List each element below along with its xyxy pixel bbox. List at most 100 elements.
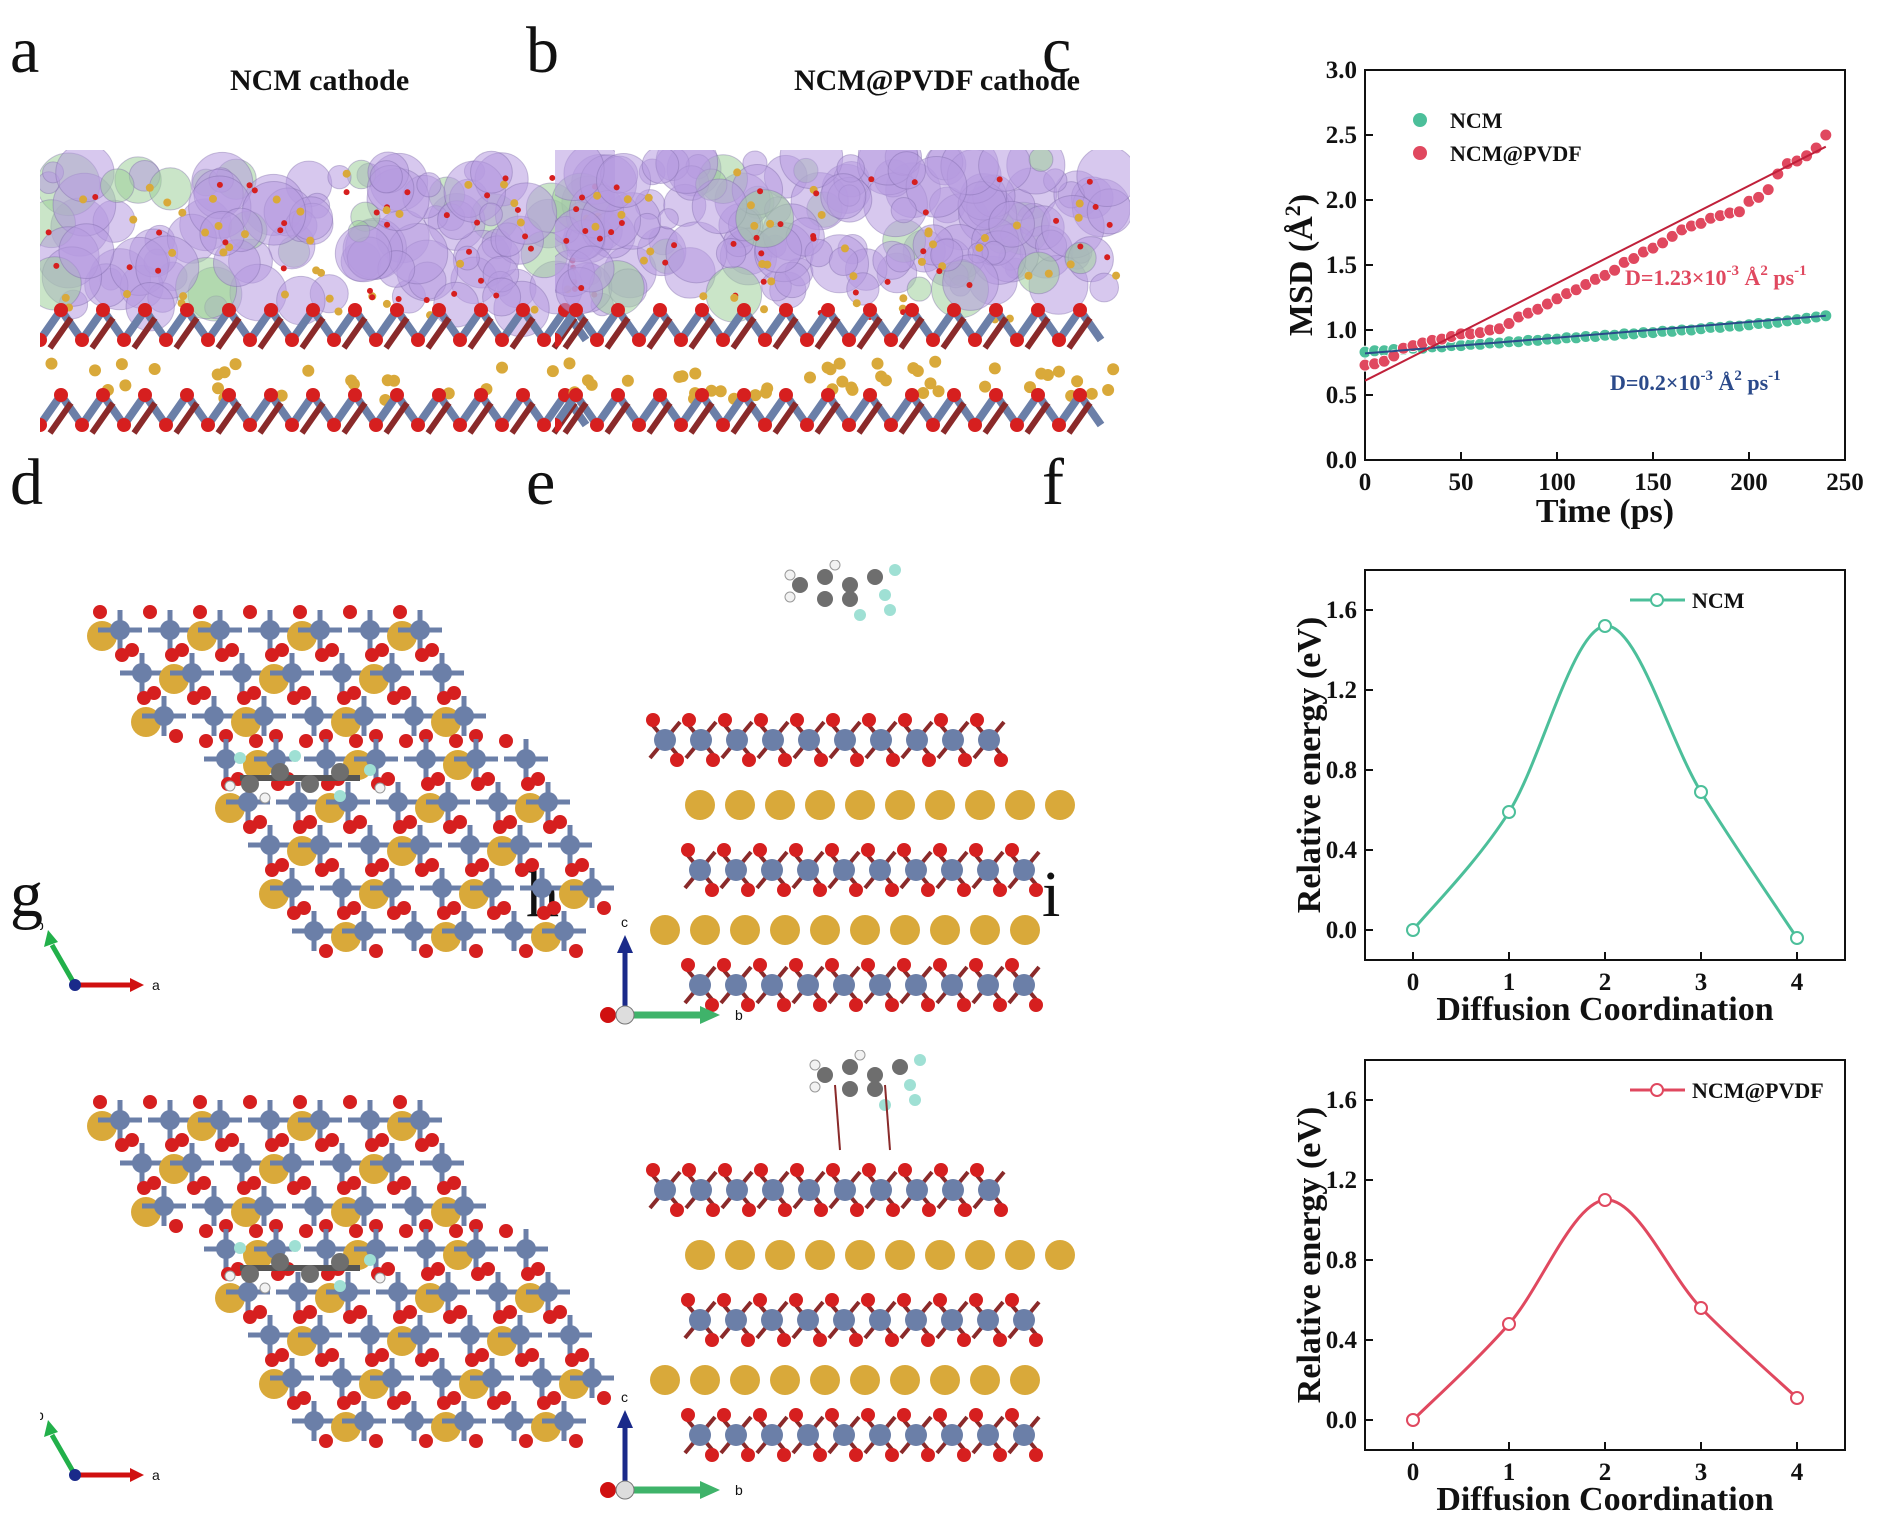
oxygen-atom [327,333,341,347]
metal-oxygen-bond [47,401,74,435]
oxygen-atom [674,418,688,432]
oxygen-atom [514,206,521,213]
lithium-atom [240,230,249,239]
metal-atom [538,792,558,812]
oxygen-atom [478,277,485,284]
oxygen-atom [222,239,229,246]
axis-triad: bca [600,914,743,1025]
legend-marker [1413,113,1427,127]
axis-triad: ab [40,917,160,993]
metal-atom [388,1282,408,1302]
hydrogen-atom [809,1081,821,1093]
oxygen-atom [96,303,110,317]
x-tick-label: 0 [1359,469,1372,496]
metal-atom [154,1196,174,1216]
fluorine-atom [884,604,896,616]
oxygen-atom [155,267,162,274]
metal-atom [382,1153,402,1173]
panel-title-a: NCM cathode [230,64,410,97]
oxygen-atom [861,958,875,972]
oxygen-atom [280,265,287,272]
lithium-atom [750,221,759,230]
oxygen-atom [437,691,451,705]
lithium-atom [676,370,689,383]
y-tick-label: 0.0 [1326,917,1357,944]
oxygen-atom [911,179,918,186]
carbon-atom [842,1059,858,1075]
metal-oxygen-bond [383,401,410,435]
oxygen-atom [449,734,463,748]
panel-letter-d: d [10,446,43,519]
oxygen-atom [169,1219,183,1233]
lithium-atom [975,243,984,252]
oxygen-atom [390,303,404,317]
oxygen-atom [495,418,509,432]
oxygen-atom [384,221,391,228]
ncm-pvdf-data-point [1627,252,1641,265]
metal-atom [438,1282,458,1302]
metal-atom [210,1110,230,1130]
oxygen-atom [137,1181,151,1195]
lithium-atom [685,1240,715,1270]
lithium-atom [805,790,835,820]
lithium-atom [61,293,70,302]
oxygen-atom [862,713,876,727]
isosurface-lobe [567,245,615,293]
lattice-top-view [87,605,614,958]
oxygen-atom [432,303,446,317]
oxygen-atom [681,843,695,857]
oxygen-atom [395,295,402,302]
metal-atom [516,1239,536,1259]
metal-oxygen-bond [47,316,74,350]
lithium-atom [805,1240,835,1270]
metal-atom [316,1239,336,1259]
carbon-atom [241,1265,259,1283]
panel-title-b: NCM@PVDF cathode [794,64,1080,97]
oxygen-atom [716,418,730,432]
oxygen-atom [565,863,579,877]
oxygen-atom [264,388,278,402]
oxygen-atom [898,1163,912,1177]
isosurface-lobe [482,277,522,317]
oxygen-atom [653,303,667,317]
oxygen-atom [994,1203,1008,1217]
axis-triad: ab [40,1407,160,1483]
metal-atom [654,1179,676,1201]
metal-atom [941,1309,963,1331]
oxygen-atom [453,418,467,432]
metal-atom [360,835,380,855]
fluorine-atom [904,1079,916,1091]
lithium-atom [845,790,875,820]
metal-oxygen-bond [341,316,368,350]
oxygen-atom [653,388,667,402]
metal-atom [833,1424,855,1446]
metal-oxygen-bond [1066,401,1093,435]
metal-oxygen-bond [509,316,536,350]
oxygen-atom [921,883,935,897]
metal-atom [582,1368,602,1388]
oxygen-atom [484,192,491,199]
oxygen-atom [265,1353,279,1367]
lithium-atom [623,195,632,204]
isosurface-lobe [657,208,679,230]
lithium-atom [924,377,937,390]
metal-atom [762,729,784,751]
lithium-atom [617,210,626,219]
lithium-atom [836,375,849,388]
metal-atom [360,620,380,640]
oxygen-atom [285,418,299,432]
oxygen-atom [521,1267,535,1281]
oxygen-atom [1077,243,1084,250]
oxygen-atom [93,605,107,619]
oxygen-atom [443,1310,457,1324]
lithium-atom [765,1240,795,1270]
oxygen-atom [348,388,362,402]
oxygen-atom [156,229,163,236]
metal-oxygen-bond [856,401,883,435]
carbon-atom [867,569,883,585]
carbon-atom [241,775,259,793]
oxygen-atom [789,1408,803,1422]
oxygen-atom [821,388,835,402]
oxygen-atom [905,388,919,402]
oxygen-atom [437,906,451,920]
